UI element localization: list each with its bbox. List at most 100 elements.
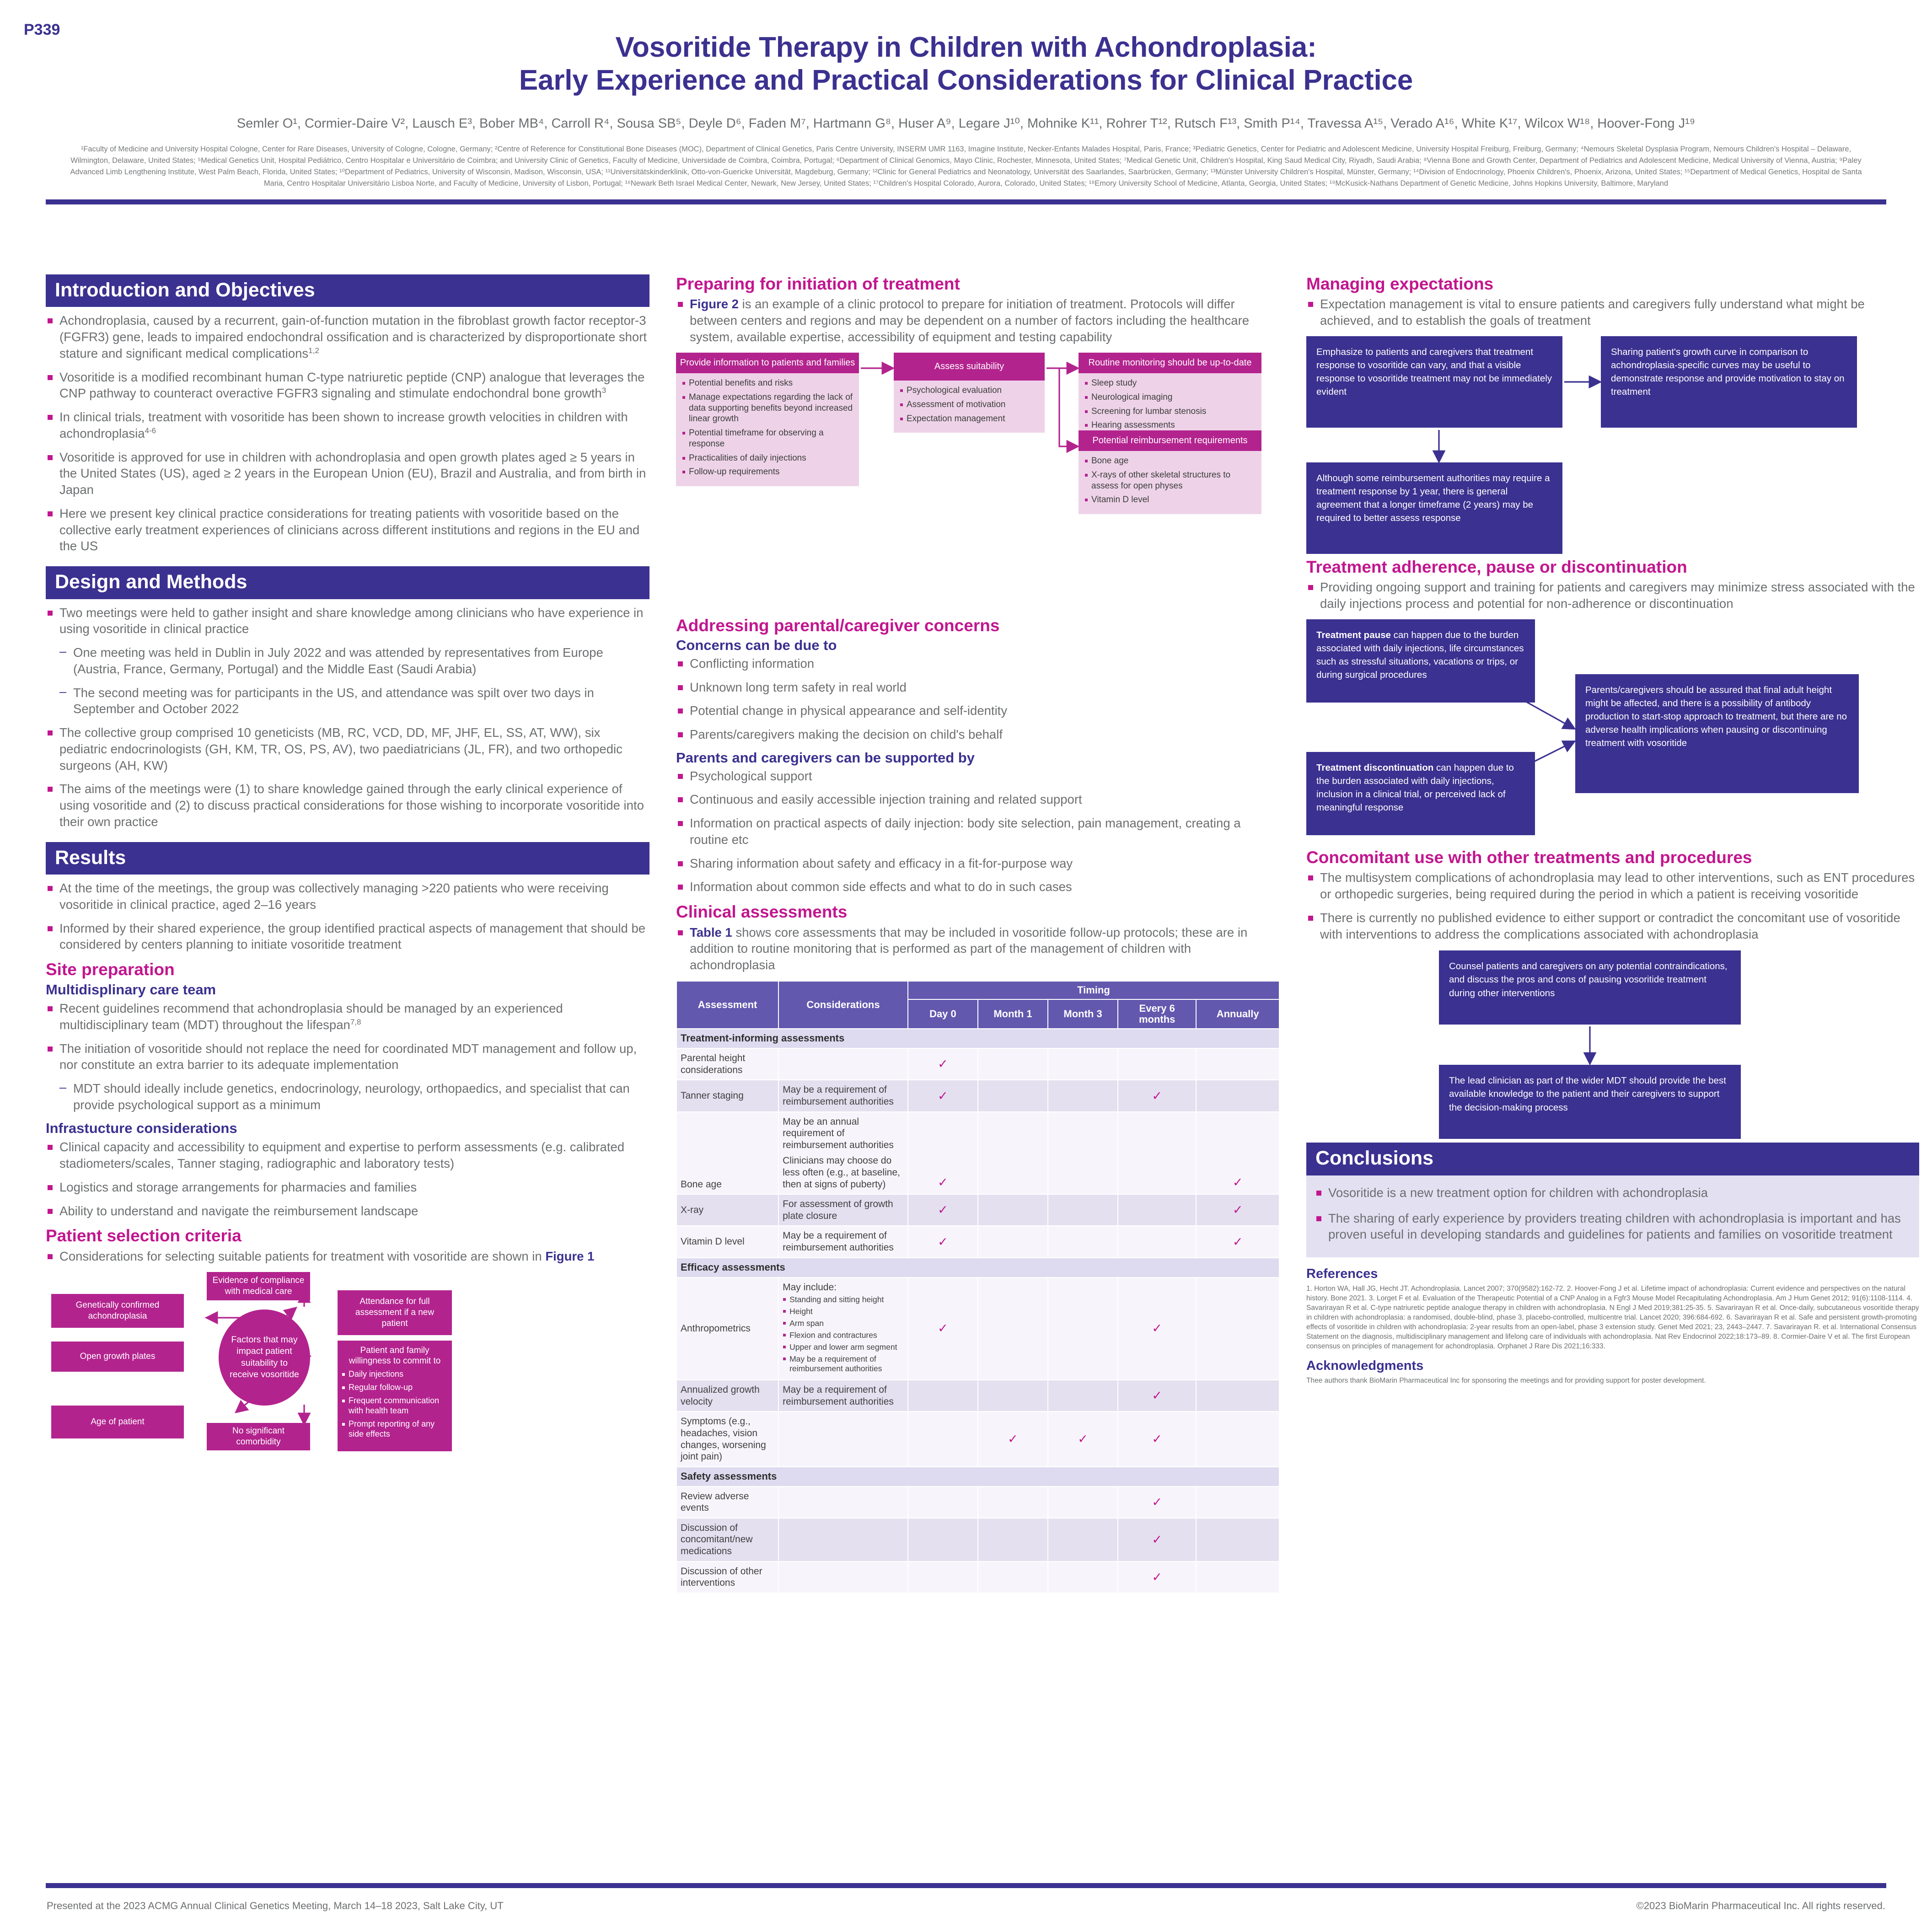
list-item: The sharing of early experience by provi…	[1315, 1210, 1910, 1243]
affiliations-list: ¹Faculty of Medicine and University Hosp…	[70, 145, 1862, 188]
cell-assessment: Review adverse events	[676, 1486, 779, 1519]
cell-tick-month3	[1047, 1048, 1119, 1081]
list-item: Assessment of motivation	[899, 399, 1040, 410]
footer-divider	[46, 1883, 1886, 1888]
list-item: Psychological support	[676, 768, 1280, 784]
page-title-line-2: Early Experience and Practical Considera…	[519, 64, 1413, 96]
citation-superscript: 1,2	[308, 346, 319, 355]
cell-assessment: Symptoms (e.g., headaches, vision change…	[676, 1411, 779, 1467]
subheading-site-preparation: Site preparation	[46, 960, 175, 979]
list-item: Expectation management is vital to ensur…	[1306, 296, 1919, 329]
author-list: Semler O¹, Cormier-Daire V², Lausch E³, …	[236, 116, 1696, 131]
cell-considerations: May include: Standing and sitting height…	[778, 1277, 908, 1381]
header-divider	[46, 199, 1886, 205]
list-item: In clinical trials, treatment with vosor…	[46, 409, 649, 442]
table-col-assessment: Assessment	[676, 980, 779, 1030]
cell-assessment: Vitamin D level	[676, 1225, 779, 1258]
adherence-box-parents-assurance: Parents/caregivers should be assured tha…	[1575, 674, 1859, 793]
subheading-patient-selection: Patient selection criteria	[46, 1226, 242, 1245]
footer-copyright: ©2023 BioMarin Pharmaceutical Inc. All r…	[1636, 1900, 1885, 1911]
conclusions-bullets: Vosoritide is a new treatment option for…	[1315, 1185, 1910, 1243]
list-item: Flexion and contractures	[783, 1331, 904, 1340]
list-item: Figure 2 is an example of a clinic proto…	[676, 296, 1280, 345]
cell-considerations: May be a requirement of reimbursement au…	[778, 1079, 908, 1112]
figure2-box4-list: Bone age X-rays of other skeletal struct…	[1084, 456, 1257, 505]
cell-considerations: May be an annual requirement of reimburs…	[778, 1111, 908, 1195]
list-item: Considerations for selecting suitable pa…	[46, 1248, 649, 1265]
cell-tick-month3	[1047, 1111, 1119, 1195]
table-row: Review adverse events ✓	[676, 1486, 1280, 1519]
list-item: Daily injections	[342, 1369, 447, 1379]
cell-tick-day0	[907, 1561, 978, 1594]
list-item: Neurological imaging	[1084, 392, 1257, 403]
concomitant-box-counsel-patients: Counsel patients and caregivers on any p…	[1439, 950, 1741, 1025]
cell-tick-every6	[1117, 1194, 1197, 1227]
table-col-day0: Day 0	[907, 998, 978, 1030]
figure2-box2-header: Assess suitability	[894, 352, 1045, 381]
figure1-node-bottom-left: Age of patient	[51, 1405, 184, 1438]
cell-considerations: For assessment of growth plate closure	[778, 1194, 908, 1227]
list-item: The initiation of vosoritide should not …	[46, 1041, 649, 1073]
list-item: Vosoritide is approved for use in childr…	[46, 449, 649, 498]
section-heading-preparing-initiation: Preparing for initiation of treatment	[676, 274, 960, 293]
section-heading-references: References	[1306, 1267, 1378, 1281]
concomitant-arrows	[1583, 1026, 1597, 1066]
list-item: Logistics and storage arrangements for p…	[46, 1179, 649, 1196]
cell-considerations	[778, 1517, 908, 1562]
cell-tick-month3	[1047, 1379, 1119, 1412]
figure2-box-reimbursement-requirements: Potential reimbursement requirements Bon…	[1079, 430, 1261, 515]
cell-tick-month1	[977, 1048, 1049, 1081]
cell-considerations-list: Standing and sitting height Height Arm s…	[783, 1295, 904, 1374]
cell-tick-day0	[907, 1517, 978, 1562]
section-heading-concomitant-use: Concomitant use with other treatments an…	[1306, 848, 1752, 867]
cell-tick-annually: ✓	[1196, 1111, 1280, 1195]
list-item-sub: The second meeting was for participants …	[46, 684, 649, 718]
list-item: Recent guidelines recommend that achondr…	[46, 1000, 649, 1033]
cell-tick-day0: ✓	[907, 1225, 978, 1258]
figure1-node-top-left: Genetically confirmed achondroplasia	[51, 1293, 184, 1328]
figure1-node-top-right: Attendance for full assessment if a new …	[338, 1290, 452, 1335]
figure-2-reference: Figure 2	[690, 297, 739, 311]
column-left: Introduction and Objectives Achondroplas…	[46, 274, 649, 1594]
references-body: 1. Horton WA, Hall JG, Hecht JT. Achondr…	[1306, 1285, 1919, 1350]
cell-tick-month1	[977, 1561, 1049, 1594]
list-item: The multisystem complications of achondr…	[1306, 869, 1919, 902]
adherence-flowchart: Treatment pause can happen due to the bu…	[1306, 619, 1919, 848]
cell-tick-month1	[977, 1517, 1049, 1562]
cell-assessment: Discussion of concomitant/new medication…	[676, 1517, 779, 1562]
list-item: Follow-up requirements	[682, 467, 854, 478]
clinical-assessments-bullets: Table 1 shows core assessments that may …	[676, 924, 1280, 973]
cell-considerations	[778, 1048, 908, 1081]
cell-tick-day0: ✓	[907, 1048, 978, 1081]
list-item: Arm span	[783, 1319, 904, 1328]
cell-tick-month1	[977, 1111, 1049, 1195]
cell-tick-month1	[977, 1486, 1049, 1519]
figure-2-flowchart: Provide information to patients and fami…	[676, 352, 1280, 609]
cell-tick-month1	[977, 1194, 1049, 1227]
list-item: Table 1 shows core assessments that may …	[676, 924, 1280, 973]
figure2-box2-list: Psychological evaluation Assessment of m…	[899, 385, 1040, 424]
table-row: Discussion of other interventions ✓	[676, 1561, 1280, 1594]
figure1-node-bottom: No significant comorbidity	[207, 1422, 310, 1450]
list-item: Unknown long term safety in real world	[676, 679, 1280, 696]
figure2-box1-header: Provide information to patients and fami…	[676, 352, 859, 374]
supported-by-list: Psychological support Continuous and eas…	[676, 768, 1280, 896]
cell-tick-month1	[977, 1379, 1049, 1412]
figure1-node-top: Evidence of compliance with medical care	[207, 1272, 310, 1300]
adherence-box-treatment-pause: Treatment pause can happen due to the bu…	[1306, 619, 1535, 703]
cell-tick-month3	[1047, 1225, 1119, 1258]
cell-considerations	[778, 1561, 908, 1594]
figure2-box1-list: Potential benefits and risks Manage expe…	[682, 378, 854, 478]
cell-tick-day0: ✓	[907, 1079, 978, 1112]
cell-tick-every6: ✓	[1117, 1379, 1197, 1412]
column-right: Managing expectations Expectation manage…	[1306, 274, 1919, 1594]
figure2-box4-body: Bone age X-rays of other skeletal struct…	[1079, 451, 1261, 515]
conclusions-body: Vosoritide is a new treatment option for…	[1306, 1175, 1919, 1257]
list-item: Upper and lower arm segment	[783, 1342, 904, 1352]
cell-tick-annually: ✓	[1196, 1225, 1280, 1258]
cell-considerations	[778, 1411, 908, 1467]
cell-tick-day0: ✓	[907, 1111, 978, 1195]
cell-tick-every6	[1117, 1048, 1197, 1081]
subheading-infrastructure: Infrastucture considerations	[46, 1120, 237, 1136]
cell-tick-annually	[1196, 1411, 1280, 1467]
